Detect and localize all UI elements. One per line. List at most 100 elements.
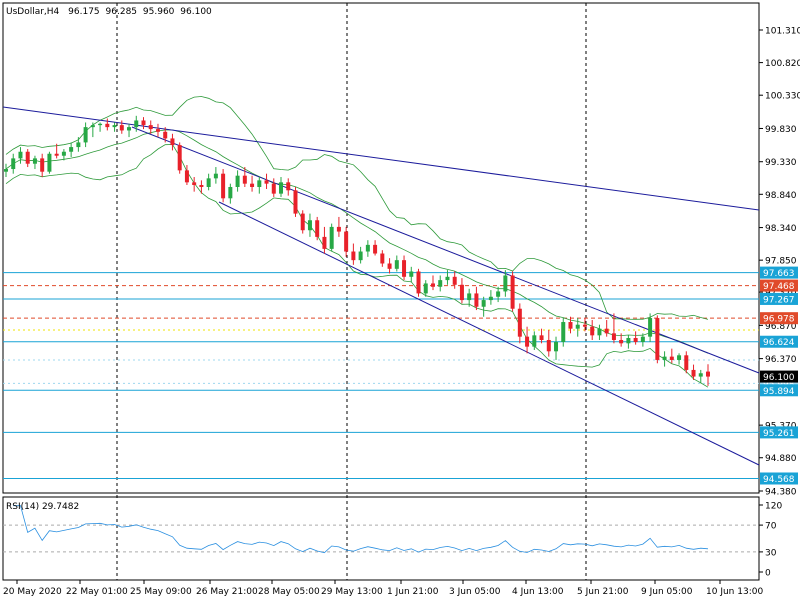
x-tick-label: 9 Jun 05:00	[641, 587, 693, 597]
candle-body	[170, 138, 175, 146]
candle-body	[271, 183, 276, 194]
level-tag-bg	[760, 426, 798, 439]
candle-body	[706, 371, 710, 377]
candle-body	[228, 186, 233, 199]
y-tick-label: 98.840	[765, 191, 797, 201]
rsi-panel-frame	[2, 496, 760, 581]
candle-body	[11, 158, 16, 170]
candle-body	[83, 127, 88, 143]
horizontal-levels	[3, 272, 759, 479]
vertical-separators	[116, 3, 587, 580]
candle-body	[474, 293, 479, 307]
candle-body	[329, 226, 334, 249]
candle-body	[648, 318, 653, 337]
candle-body	[416, 271, 421, 294]
x-tick-label: 4 Jun 13:00	[512, 587, 564, 597]
candle-body	[640, 336, 645, 342]
candle-body	[155, 129, 160, 132]
close-value: 96.100	[180, 7, 212, 17]
candle-body	[119, 125, 124, 131]
y-tick-label: 101.310	[765, 27, 800, 37]
candle-body	[517, 308, 522, 337]
candle-body	[54, 153, 59, 156]
candle-body	[184, 170, 189, 183]
candle-body	[684, 355, 689, 370]
candle-body	[242, 175, 247, 184]
candle-body	[76, 142, 81, 148]
y-tick-label: 98.340	[765, 224, 797, 234]
level-tag-bg	[760, 279, 798, 292]
candle-body	[481, 300, 486, 307]
level-tag-label: 97.267	[763, 295, 795, 305]
x-tick-label: 10 Jun 13:00	[706, 587, 763, 597]
rsi-label: RSI(14) 29.7482	[6, 502, 79, 512]
chart-header: UsDollar,H4 96.175 96.285 95.960 96.100	[6, 7, 212, 17]
candle-body	[380, 253, 385, 264]
y-tick-label: 97.850	[765, 257, 797, 267]
candle-body	[597, 328, 602, 336]
level-tag-bg	[760, 292, 798, 305]
candle-body	[619, 339, 624, 344]
candle-body	[365, 244, 370, 252]
candle-body	[662, 356, 667, 360]
level-tag-label: 97.663	[763, 269, 795, 279]
x-tick-label: 1 Jun 21:00	[387, 587, 439, 597]
candle-body	[445, 276, 450, 281]
candle-body	[344, 231, 349, 252]
candle-body	[351, 251, 356, 261]
candlesticks	[4, 115, 710, 386]
candle-body	[32, 158, 37, 164]
candle-body	[47, 153, 52, 172]
high-value: 96.285	[106, 7, 138, 17]
rsi-indicator: 120 70 30 0	[3, 502, 782, 579]
channel-upper-line	[131, 126, 760, 374]
candle-body	[279, 182, 284, 194]
candle-body	[18, 151, 23, 159]
x-tick-label: 28 May 05:00	[258, 587, 320, 597]
x-tick-label: 25 May 09:00	[130, 587, 192, 597]
candle-body	[525, 336, 530, 347]
level-tag-bg	[760, 384, 798, 397]
rsi-tick-label: 30	[765, 548, 777, 558]
candle-body	[488, 296, 493, 301]
candle-body	[561, 322, 566, 342]
candle-body	[510, 275, 515, 309]
candle-body	[322, 236, 327, 249]
candle-body	[575, 324, 580, 329]
candle-body	[40, 158, 45, 172]
candle-body	[112, 125, 117, 128]
candle-body	[669, 356, 674, 360]
rsi-tick-label: 120	[765, 502, 782, 512]
level-tag-bg	[760, 335, 798, 348]
candle-body	[611, 333, 616, 340]
candle-body	[141, 120, 146, 126]
band-middle	[5, 129, 709, 354]
level-tag-label: 97.468	[763, 282, 795, 292]
y-tick-label: 96.870	[765, 322, 797, 332]
candle-body	[698, 373, 703, 377]
x-tick-label: 20 May 2020	[3, 587, 62, 597]
candle-body	[496, 291, 501, 297]
rsi-line	[13, 505, 709, 554]
candle-body	[192, 182, 197, 185]
y-tick-label: 100.330	[765, 92, 800, 102]
candle-body	[394, 260, 399, 269]
candle-body	[336, 226, 341, 232]
current-price-tag-label: 96.100	[763, 373, 795, 383]
candle-body	[358, 251, 363, 261]
level-tag-bg	[760, 472, 798, 485]
candle-body	[315, 220, 320, 237]
candle-body	[402, 260, 407, 277]
level-tag-label: 96.978	[763, 315, 795, 325]
candle-body	[25, 151, 30, 164]
rsi-tick-label: 0	[765, 569, 771, 579]
y-tick-label: 94.880	[765, 454, 797, 464]
candle-body	[590, 326, 595, 336]
level-tag-bg	[760, 266, 798, 279]
band-lower	[5, 144, 709, 388]
bollinger-bands	[5, 96, 709, 388]
channel-lower-line	[218, 201, 760, 466]
current-price-tag-bg	[760, 370, 798, 383]
y-tick-label: 99.830	[765, 125, 797, 135]
